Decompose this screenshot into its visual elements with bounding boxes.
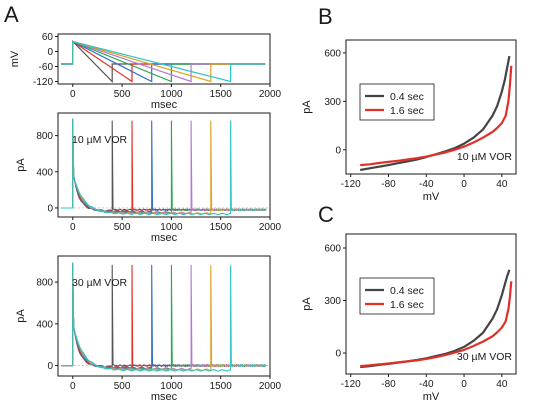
y-tick-label: 0 <box>47 361 53 372</box>
panel-letter-a: A <box>4 2 19 27</box>
panel-a-current-30um: 0 500 1000 1500 2000 0 400 800 msec pA 30 µM VOR <box>15 255 282 403</box>
x-tick-label: -40 <box>419 379 434 390</box>
x-axis-title: msec <box>151 99 178 111</box>
panel-b-iv-curve: -120 -80 -40 0 40 0 300 600 mV pA 0.4 sec 1.6 sec 10… <box>301 39 517 203</box>
x-tick-label: 40 <box>496 379 508 390</box>
plot-frame <box>57 255 271 377</box>
drug-concentration-label: 10 µM VOR <box>457 151 512 163</box>
legend-label: 0.4 sec <box>390 285 424 297</box>
x-tick-label: 2000 <box>259 89 282 100</box>
x-tick-label: 500 <box>114 222 131 233</box>
y-tick-label: 0 <box>335 145 341 156</box>
x-axis-title: mV <box>423 191 440 203</box>
drug-concentration-label: 10 µM VOR <box>72 134 127 146</box>
y-tick-label: 600 <box>324 48 341 59</box>
plot-frame <box>57 33 271 85</box>
drug-concentration-label: 30 µM VOR <box>457 351 512 363</box>
x-tick-label: 2000 <box>259 222 282 233</box>
x-tick-label: 0 <box>461 179 467 190</box>
drug-concentration-label: 30 µM VOR <box>72 277 127 289</box>
y-tick-label: 0 <box>335 349 341 360</box>
x-tick-label: -40 <box>419 179 434 190</box>
x-tick-label: 1000 <box>160 89 183 100</box>
y-axis-title: pA <box>15 158 27 172</box>
y-tick-label: 0 <box>47 203 53 214</box>
panel-letter-b: B <box>318 4 333 29</box>
y-tick-label: 300 <box>324 296 341 307</box>
y-axis-title: pA <box>301 100 313 114</box>
legend-label: 0.4 sec <box>390 91 424 103</box>
x-tick-label: 500 <box>114 381 131 392</box>
y-tick-label: 0 <box>47 47 53 58</box>
x-axis-title: msec <box>151 391 178 403</box>
x-tick-label: 1500 <box>210 222 233 233</box>
x-axis-title: msec <box>151 232 178 244</box>
panel-c-iv-curve: -120 -80 -40 0 40 0 300 600 mV pA 0.4 sec 1.6 sec 30… <box>301 233 517 403</box>
x-tick-label: 500 <box>114 89 131 100</box>
plot-frame <box>57 112 271 218</box>
y-tick-label: 300 <box>324 97 341 108</box>
y-tick-label: 60 <box>42 32 54 43</box>
plot-frame <box>345 39 517 175</box>
y-axis-title: pA <box>301 297 313 311</box>
current-trace <box>61 262 267 372</box>
panel-letter-c: C <box>318 202 334 227</box>
iv-series-line <box>360 65 513 167</box>
iv-series-line <box>360 55 511 172</box>
protocol-ramp-trace <box>61 40 266 83</box>
legend-label: 1.6 sec <box>390 105 424 117</box>
y-tick-label: 400 <box>36 319 53 330</box>
x-tick-label: 1000 <box>160 381 183 392</box>
y-tick-label: -120 <box>33 77 53 88</box>
y-tick-label: -60 <box>39 62 54 73</box>
iv-series-line <box>360 281 513 368</box>
panel-a-voltage-protocol: 0 500 1000 1500 2000 60 0 -60 -120 msec mV <box>9 32 282 111</box>
legend-box <box>359 277 435 315</box>
x-tick-label: 0 <box>70 381 76 392</box>
x-tick-label: 0 <box>461 379 467 390</box>
x-tick-label: -120 <box>341 379 361 390</box>
y-tick-label: 600 <box>324 244 341 255</box>
x-tick-label: 1000 <box>160 222 183 233</box>
x-tick-label: 0 <box>70 222 76 233</box>
x-tick-label: 1500 <box>210 381 233 392</box>
x-tick-label: 2000 <box>259 381 282 392</box>
panel-a-current-10um: 0 500 1000 1500 2000 0 400 800 msec pA 10 µM VOR <box>15 112 282 244</box>
y-tick-label: 400 <box>36 167 53 178</box>
x-tick-label: 0 <box>70 89 76 100</box>
y-axis-title: mV <box>9 50 21 67</box>
plot-frame <box>345 233 517 375</box>
y-tick-label: 800 <box>36 278 53 289</box>
protocol-ramp-trace <box>61 40 266 83</box>
legend-box <box>359 83 435 121</box>
current-trace <box>61 118 267 216</box>
x-tick-label: 1500 <box>210 89 233 100</box>
x-tick-label: 40 <box>496 179 508 190</box>
y-axis-title: pA <box>15 309 27 323</box>
legend-label: 1.6 sec <box>390 299 424 311</box>
x-tick-label: -80 <box>381 379 396 390</box>
x-tick-label: -80 <box>381 179 396 190</box>
x-axis-title: mV <box>423 391 440 403</box>
x-tick-label: -120 <box>341 179 361 190</box>
y-tick-label: 800 <box>36 131 53 142</box>
